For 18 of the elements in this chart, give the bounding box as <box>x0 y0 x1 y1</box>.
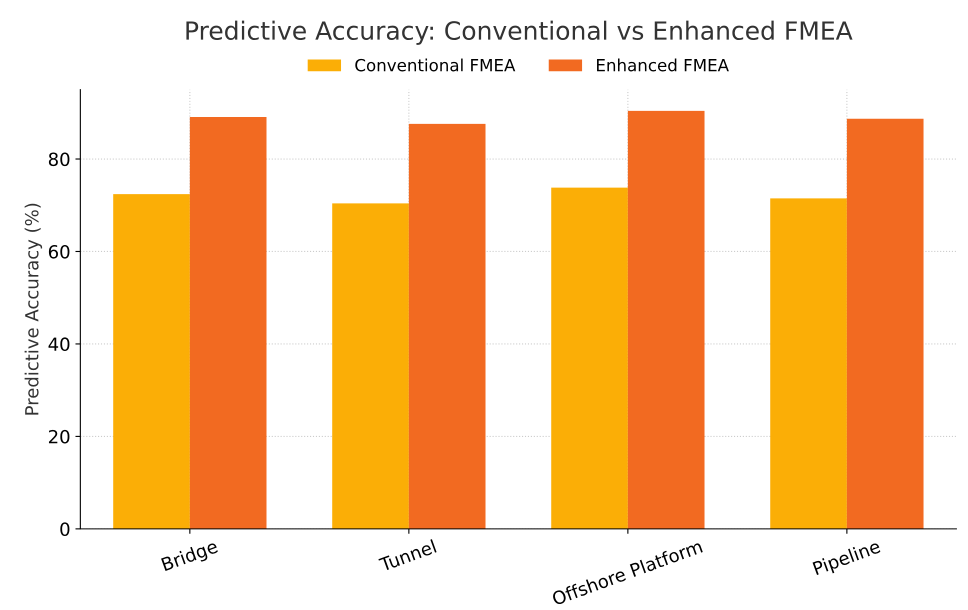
chart-title: Predictive Accuracy: Conventional vs Enhanced FMEA <box>186 20 853 45</box>
bar <box>190 116 266 529</box>
bar <box>551 188 628 529</box>
y-tick-label: 60 <box>48 244 70 259</box>
x-tick-label: Bridge <box>160 538 220 575</box>
bar <box>628 110 705 529</box>
y-axis-title: Predictive Accuracy (%) <box>24 204 42 415</box>
y-tick-label: 0 <box>60 522 70 536</box>
y-tick-label: 80 <box>48 152 70 166</box>
bar <box>332 203 409 529</box>
legend-label: Enhanced FMEA <box>597 58 729 72</box>
legend-label: Conventional FMEA <box>355 58 516 72</box>
bar <box>770 198 847 529</box>
bar <box>113 194 190 529</box>
bar <box>408 124 486 529</box>
y-tick-label: 40 <box>48 337 70 352</box>
bar <box>846 118 924 529</box>
y-tick-label: 20 <box>48 430 70 444</box>
